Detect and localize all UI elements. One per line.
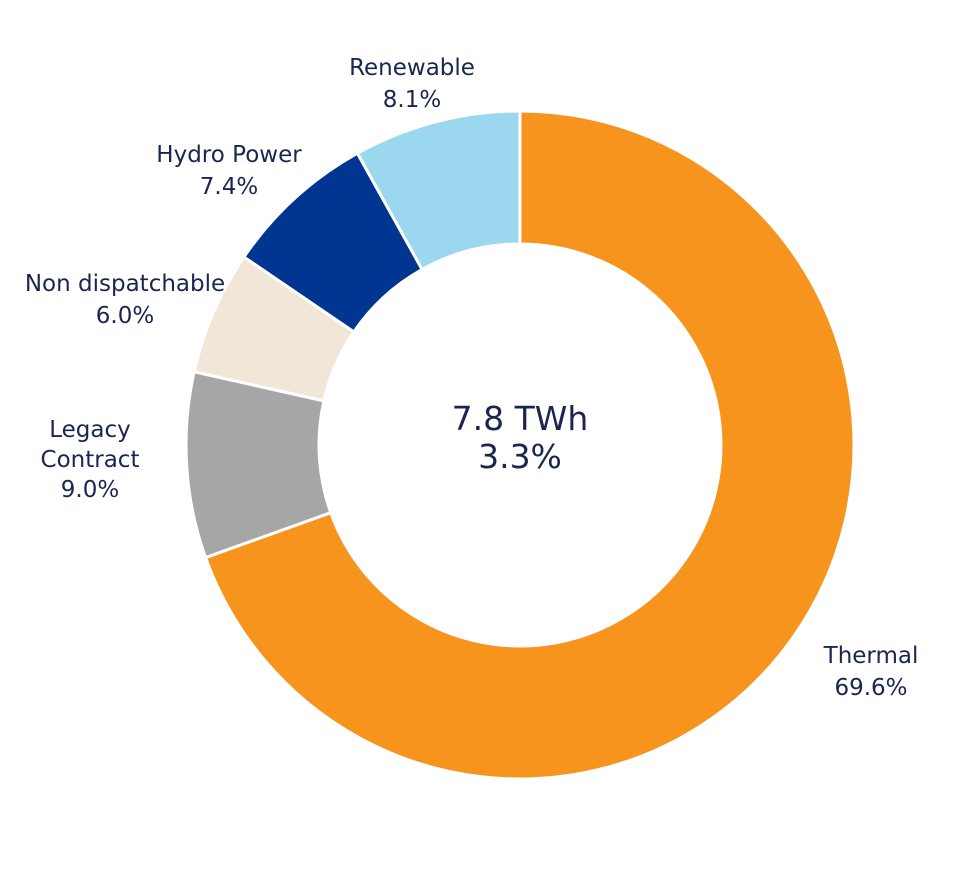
slice-label-legacy-contract: Legacy Contract 9.0%: [41, 415, 140, 505]
slice-name-thermal: Thermal: [823, 643, 919, 669]
slice-renewable: [355, 109, 522, 272]
center-total-percent: 3.3%: [478, 437, 562, 476]
slice-thermal: [203, 109, 856, 781]
slice-label-thermal: Thermal 69.6%: [824, 640, 919, 704]
slice-label-renewable: Renewable 8.1%: [349, 52, 475, 116]
slice-name-legacy-line1: Legacy: [49, 417, 131, 443]
slice-name-legacy-line2: Contract: [40, 447, 140, 473]
slice-name-non-dispatchable: Non dispatchable: [24, 271, 226, 297]
slice-value-renewable: 8.1%: [382, 87, 442, 113]
center-total-value: 7.8 TWh: [451, 399, 589, 438]
slice-name-renewable: Renewable: [349, 55, 475, 81]
center-label: 7.8 TWh 3.3%: [452, 400, 589, 476]
slice-value-legacy-contract: 9.0%: [60, 477, 120, 503]
slice-label-hydro-power: Hydro Power 7.4%: [156, 139, 301, 203]
slice-value-hydro-power: 7.4%: [199, 174, 259, 200]
slice-value-thermal: 69.6%: [834, 675, 908, 701]
slice-label-non-dispatchable: Non dispatchable 6.0%: [25, 268, 225, 332]
slice-name-hydro-power: Hydro Power: [156, 142, 302, 168]
slice-value-non-dispatchable: 6.0%: [95, 303, 155, 329]
